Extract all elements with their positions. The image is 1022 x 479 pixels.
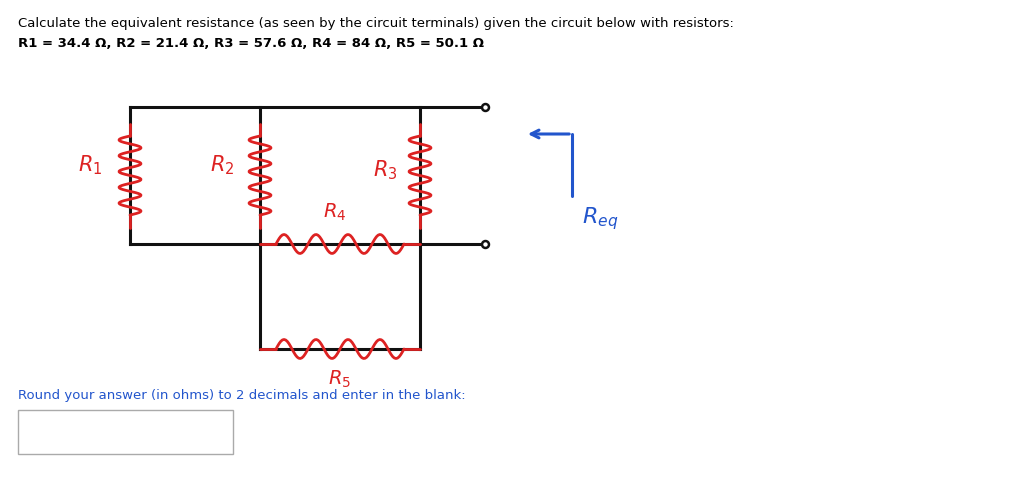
- FancyBboxPatch shape: [18, 410, 233, 454]
- Text: $\mathit{R}_{eq}$: $\mathit{R}_{eq}$: [582, 205, 618, 232]
- Text: R1 = 34.4 Ω, R2 = 21.4 Ω, R3 = 57.6 Ω, R4 = 84 Ω, R5 = 50.1 Ω: R1 = 34.4 Ω, R2 = 21.4 Ω, R3 = 57.6 Ω, R…: [18, 37, 484, 50]
- Text: $\mathit{R}_4$: $\mathit{R}_4$: [323, 201, 346, 223]
- Text: Calculate the equivalent resistance (as seen by the circuit terminals) given the: Calculate the equivalent resistance (as …: [18, 17, 734, 30]
- Text: $\mathit{R}_3$: $\mathit{R}_3$: [373, 159, 398, 182]
- Text: Round your answer (in ohms) to 2 decimals and enter in the blank:: Round your answer (in ohms) to 2 decimal…: [18, 389, 466, 402]
- Text: $\mathit{R}_1$: $\mathit{R}_1$: [78, 154, 102, 177]
- Text: $\mathit{R}_5$: $\mathit{R}_5$: [328, 368, 352, 389]
- Text: $\mathit{R}_2$: $\mathit{R}_2$: [210, 154, 234, 177]
